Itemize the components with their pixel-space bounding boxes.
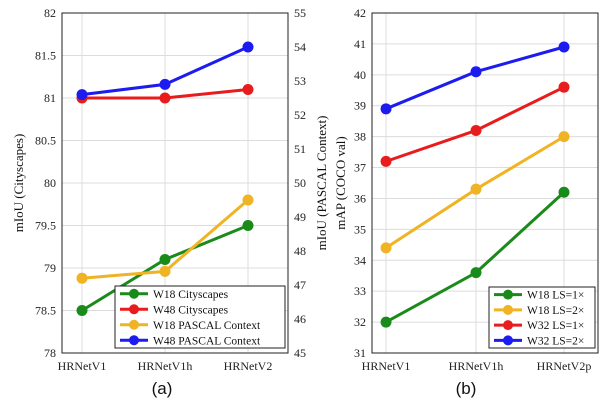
y2-tick-label: 53 — [294, 74, 306, 88]
y2-tick-label: 45 — [294, 346, 306, 360]
legend-entry-label: W48 PASCAL Context — [153, 335, 261, 347]
data-point — [558, 131, 570, 143]
x-tick-label: HRNetV1 — [58, 359, 107, 373]
x-tick-label: HRNetV2p — [537, 359, 592, 373]
y2-tick-label: 54 — [294, 40, 306, 54]
y-tick-label: 31 — [354, 346, 366, 360]
y-tick-label: 39 — [354, 99, 366, 113]
chart-a-plot-frame — [61, 12, 289, 354]
x-tick-label: HRNetV2 — [224, 359, 273, 373]
x-tick-label: HRNetV1h — [138, 359, 193, 373]
chart-a-caption: (a) — [152, 379, 173, 398]
y-tick-label: 82 — [44, 6, 56, 20]
legend-swatch-marker — [129, 319, 139, 330]
chart-a-right-axis-label: mIoU (PASCAL Context) — [314, 116, 329, 251]
chart-b-plot-frame — [371, 12, 599, 354]
chart-b-y-axis-label: mAP (COCO val) — [333, 136, 348, 229]
y-tick-label: 38 — [354, 130, 366, 144]
data-point — [159, 265, 171, 277]
chart-a-right-ticks: 45 46 47 48 49 50 51 52 53 54 55 — [294, 6, 306, 360]
data-point — [380, 103, 392, 115]
legend-swatch-marker — [503, 289, 513, 300]
chart-a-x-ticks: HRNetV1 HRNetV1h HRNetV2 — [58, 359, 273, 373]
x-tick-label: HRNetV1 — [362, 359, 411, 373]
chart-b: 31 32 33 34 35 36 37 38 39 40 41 42 HRNetV1 HRNetV1h… — [333, 6, 599, 398]
chart-b-caption: (b) — [456, 379, 477, 398]
legend-entry-label: W32 LS=2× — [527, 335, 584, 347]
chart-b-legend: W18 LS=1× W18 LS=2× W32 LS=1× W32 LS=2× — [488, 286, 596, 349]
legend-entry-label: W18 LS=1× — [527, 290, 584, 302]
y-tick-label: 78.5 — [35, 304, 56, 318]
legend-swatch-marker — [503, 320, 513, 331]
data-point — [558, 41, 570, 53]
data-point — [242, 41, 254, 53]
data-point — [159, 78, 171, 90]
chart-a-series — [76, 41, 254, 316]
data-point — [380, 155, 392, 167]
legend-entry-label: W48 Cityscapes — [153, 304, 229, 316]
data-point — [470, 183, 482, 195]
data-point — [76, 305, 88, 316]
chart-b-series — [380, 41, 570, 328]
y-tick-label: 34 — [354, 253, 366, 267]
y-tick-label: 41 — [354, 37, 366, 51]
legend-entry-label: W18 LS=2× — [527, 305, 584, 317]
data-point — [470, 66, 482, 78]
y-tick-label: 40 — [354, 68, 366, 82]
y2-tick-label: 46 — [294, 312, 306, 326]
data-point — [76, 89, 88, 101]
data-point — [242, 220, 254, 231]
y-tick-label: 36 — [354, 191, 366, 205]
chart-a-left-axis-label: mIoU (Cityscapes) — [11, 134, 26, 233]
legend-swatch-marker — [503, 304, 513, 315]
chart-a: 78 78.5 79 79.5 80 80.5 81 81.5 82 45 46 47 48 49 50 5… — [11, 6, 329, 398]
data-point — [159, 92, 171, 104]
data-point — [558, 186, 570, 198]
legend-swatch-marker — [503, 335, 513, 346]
y-tick-label: 33 — [354, 284, 366, 298]
data-point — [76, 272, 88, 284]
legend-entry-label: W32 LS=1× — [527, 320, 584, 332]
y-tick-label: 80 — [44, 176, 56, 190]
y-tick-label: 78 — [44, 346, 56, 360]
chart-a-legend: W18 Cityscapes W48 Cityscapes W18 PASCAL C… — [114, 285, 286, 349]
y2-tick-label: 48 — [294, 244, 306, 258]
y-tick-label: 35 — [354, 222, 366, 236]
chart-b-x-ticks: HRNetV1 HRNetV1h HRNetV2p — [362, 359, 592, 373]
y-tick-label: 80.5 — [35, 134, 56, 148]
y2-tick-label: 55 — [294, 6, 306, 20]
y2-tick-label: 49 — [294, 210, 306, 224]
data-point — [470, 267, 482, 279]
data-point — [470, 124, 482, 136]
y-tick-label: 81.5 — [35, 49, 56, 63]
y2-tick-label: 47 — [294, 278, 306, 292]
y2-tick-label: 51 — [294, 142, 306, 156]
legend-box — [114, 285, 286, 349]
y-tick-label: 37 — [354, 161, 366, 175]
y-tick-label: 79.5 — [35, 219, 56, 233]
y2-tick-label: 52 — [294, 108, 306, 122]
y-tick-label: 79 — [44, 261, 56, 275]
y2-tick-label: 50 — [294, 176, 306, 190]
data-point — [159, 254, 171, 265]
y-tick-label: 81 — [44, 91, 56, 105]
legend-entry-label: W18 Cityscapes — [153, 289, 229, 301]
data-point — [380, 242, 392, 254]
data-point — [380, 316, 392, 328]
legend-entry-label: W18 PASCAL Context — [153, 320, 261, 332]
legend-swatch-marker — [129, 335, 139, 346]
data-point — [242, 194, 254, 206]
y-tick-label: 32 — [354, 315, 366, 329]
x-tick-label: HRNetV1h — [449, 359, 504, 373]
chart-a-left-ticks: 78 78.5 79 79.5 80 80.5 81 81.5 82 — [35, 6, 56, 360]
data-point — [242, 84, 254, 95]
legend-swatch-marker — [129, 304, 139, 315]
chart-b-y-ticks: 31 32 33 34 35 36 37 38 39 40 41 42 — [354, 6, 366, 360]
y-tick-label: 42 — [354, 6, 366, 20]
data-point — [558, 81, 570, 93]
legend-swatch-marker — [129, 288, 139, 299]
